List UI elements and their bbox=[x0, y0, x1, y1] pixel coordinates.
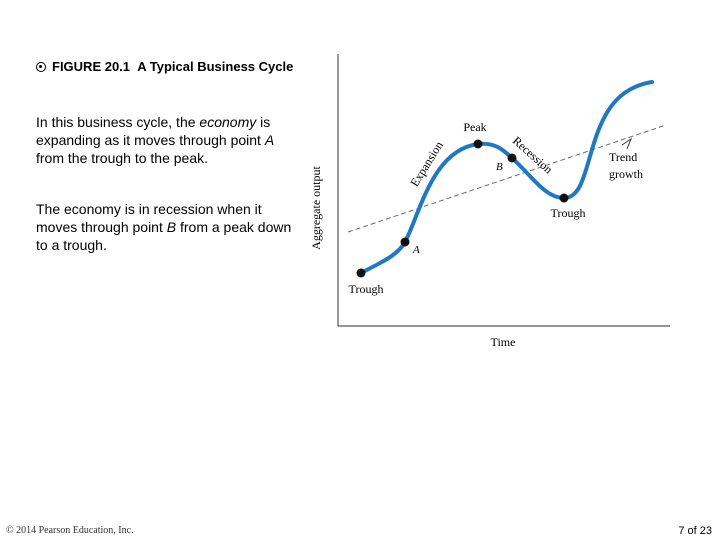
point-b-label: B bbox=[496, 161, 503, 173]
point-a-label: A bbox=[412, 244, 420, 256]
description-recession: The economy is in recession when it move… bbox=[36, 201, 292, 253]
trend-label-line2: growth bbox=[609, 167, 643, 181]
copyright-notice: © 2014 Pearson Education, Inc. bbox=[6, 525, 134, 536]
peak-label: Peak bbox=[463, 120, 486, 134]
figure-title-text: A Typical Business Cycle bbox=[137, 59, 294, 74]
description-expansion: In this business cycle, the economy is e… bbox=[36, 114, 275, 166]
point-b bbox=[507, 153, 517, 163]
page-number: 7 of 23 bbox=[678, 525, 712, 537]
y-axis-label: Aggregate output bbox=[309, 166, 323, 250]
trend-arrow-icon bbox=[621, 137, 633, 150]
peak-point bbox=[473, 139, 483, 149]
target-icon bbox=[36, 62, 46, 72]
trough-right-label: Trough bbox=[551, 206, 586, 220]
figure-title: FIGURE 20.1 A Typical Business Cycle bbox=[36, 58, 298, 75]
trough-left-point bbox=[356, 268, 366, 278]
x-axis-label: Time bbox=[491, 335, 516, 349]
point-a bbox=[400, 237, 410, 247]
business-cycle-diagram: Aggregate output Time Peak Trough Trough… bbox=[309, 54, 670, 349]
trough-left-label: Trough bbox=[349, 282, 384, 296]
trough-right-point bbox=[559, 193, 569, 203]
figure-number: FIGURE 20.1 bbox=[52, 59, 131, 74]
expansion-label: Expansion bbox=[407, 139, 446, 189]
trend-label-line1: Trend bbox=[609, 150, 637, 164]
